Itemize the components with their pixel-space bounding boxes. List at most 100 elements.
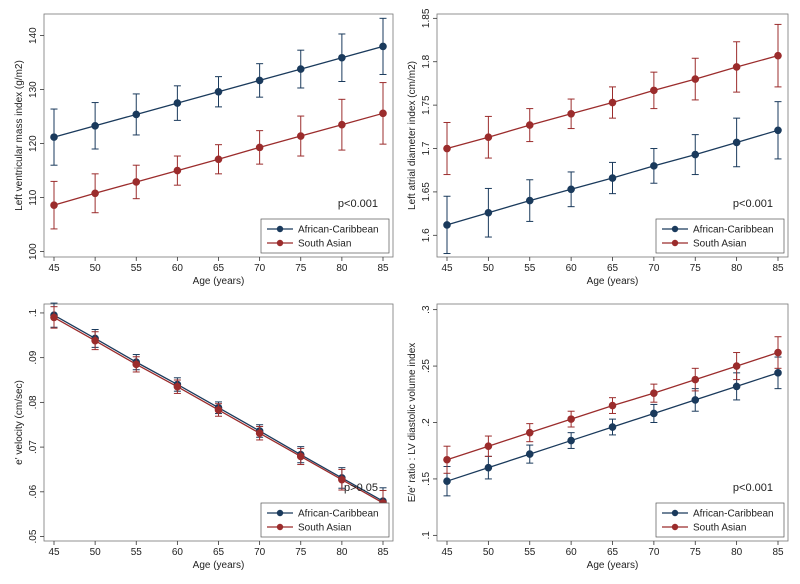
data-point (379, 109, 387, 118)
p-value-annotation: p<0.001 (733, 482, 773, 494)
x-tick-label: 70 (648, 547, 660, 558)
x-tick-label: 65 (213, 263, 225, 274)
data-point (296, 452, 305, 461)
data-point (774, 126, 782, 135)
legend-label: African-Caribbean (298, 225, 379, 236)
data-point (132, 360, 141, 369)
legend-label: South Asian (693, 523, 746, 534)
y-tick-label: .1 (28, 308, 39, 317)
x-tick-label: 75 (690, 547, 702, 558)
y-tick-label: .05 (28, 529, 39, 543)
data-point (91, 121, 99, 130)
data-point (691, 75, 700, 83)
data-point (173, 99, 182, 107)
legend-swatch-marker (276, 225, 284, 233)
x-tick-label: 60 (172, 547, 184, 558)
legend: African-Caribbean South Asian (655, 218, 785, 254)
data-point (732, 138, 741, 147)
y-tick-label: 130 (28, 81, 39, 98)
data-point (214, 406, 223, 414)
x-tick-label: 60 (172, 263, 184, 274)
y-axis-title: Left atrial diameter index (cm/m2) (407, 61, 418, 210)
data-point (91, 189, 99, 198)
series-south-asian (50, 82, 387, 230)
data-point (132, 178, 141, 186)
chart-panel-4: 45 50 55 60 65 70 75 80 85 .1 .15 .2 .25 .3 Age (years… (407, 303, 789, 571)
y-axis-title: Left ventricular mass index (g/m2) (14, 60, 25, 211)
x-tick-label: 55 (524, 547, 536, 558)
data-point (173, 166, 182, 175)
y-tick-label: .2 (421, 418, 432, 427)
x-tick-label: 80 (336, 263, 348, 274)
data-point (691, 375, 700, 384)
x-tick-label: 60 (566, 547, 578, 558)
chart-panel-3: 45 50 55 60 65 70 75 80 85 .05 .06 .07 .08 .09 .1 Age (… (14, 302, 394, 571)
series-south-asian (443, 336, 782, 474)
y-tick-label: .06 (28, 484, 39, 498)
x-tick-label: 45 (48, 547, 60, 558)
x-tick-label: 80 (731, 547, 743, 558)
legend-label: South Asian (298, 239, 351, 250)
y-tick-label: .25 (421, 359, 432, 373)
chart-panel-2: 45 50 55 60 65 70 75 80 85 1.6 1.65 1.7 1.75 1.8 1.85 A… (407, 8, 789, 287)
x-tick-label: 75 (295, 263, 307, 274)
y-tick-label: .08 (28, 395, 39, 409)
y-tick-label: 1.6 (421, 228, 432, 242)
data-point (650, 86, 658, 95)
x-tick-label: 65 (213, 547, 225, 558)
x-tick-label: 70 (254, 547, 266, 558)
legend-swatch-marker (671, 239, 679, 247)
y-tick-label: .1 (421, 531, 432, 540)
x-tick-label: 85 (772, 547, 784, 558)
data-point (774, 348, 782, 357)
x-axis-title: Age (years) (587, 560, 639, 571)
data-point (132, 110, 141, 119)
data-point (650, 162, 658, 170)
x-tick-label: 85 (377, 547, 389, 558)
x-tick-label: 85 (377, 263, 389, 274)
legend-box (655, 502, 785, 538)
legend: African-Caribbean South Asian (655, 502, 785, 538)
data-point (650, 389, 658, 397)
y-tick-label: 140 (28, 27, 39, 44)
data-point (691, 150, 700, 159)
data-point (338, 475, 346, 484)
legend: African-Caribbean South Asian (260, 218, 390, 254)
plot-frame (43, 13, 394, 258)
y-tick-label: .07 (28, 440, 39, 454)
x-tick-label: 45 (48, 263, 60, 274)
data-point (484, 442, 493, 451)
x-tick-label: 80 (731, 263, 743, 274)
data-point (443, 221, 451, 229)
series-african-caribbean (50, 17, 387, 166)
legend-label: African-Caribbean (693, 509, 774, 520)
x-tick-label: 50 (90, 547, 102, 558)
legend-swatch-marker (276, 523, 284, 531)
x-tick-label: 60 (566, 263, 578, 274)
x-axis-title: Age (years) (193, 560, 245, 571)
data-point (608, 98, 617, 107)
data-point (567, 415, 575, 423)
legend-swatch-marker (671, 225, 679, 233)
x-tick-label: 70 (254, 263, 266, 274)
legend-swatch-marker (671, 523, 679, 531)
series-south-asian (50, 306, 387, 517)
data-point (338, 120, 346, 129)
p-value-annotation: p>0.05 (344, 482, 378, 494)
x-axis-title: Age (years) (587, 276, 639, 287)
p-value-annotation: p<0.001 (733, 198, 773, 210)
data-point (50, 133, 58, 141)
data-point (443, 477, 451, 485)
data-point (774, 369, 782, 377)
x-tick-label: 65 (607, 547, 619, 558)
y-tick-label: .15 (421, 472, 432, 486)
data-point (608, 423, 617, 431)
legend-label: South Asian (298, 523, 351, 534)
x-tick-label: 65 (607, 263, 619, 274)
data-point (484, 208, 493, 217)
data-point (296, 65, 305, 73)
x-tick-label: 45 (441, 547, 453, 558)
data-point (525, 196, 534, 205)
data-point (608, 174, 617, 182)
